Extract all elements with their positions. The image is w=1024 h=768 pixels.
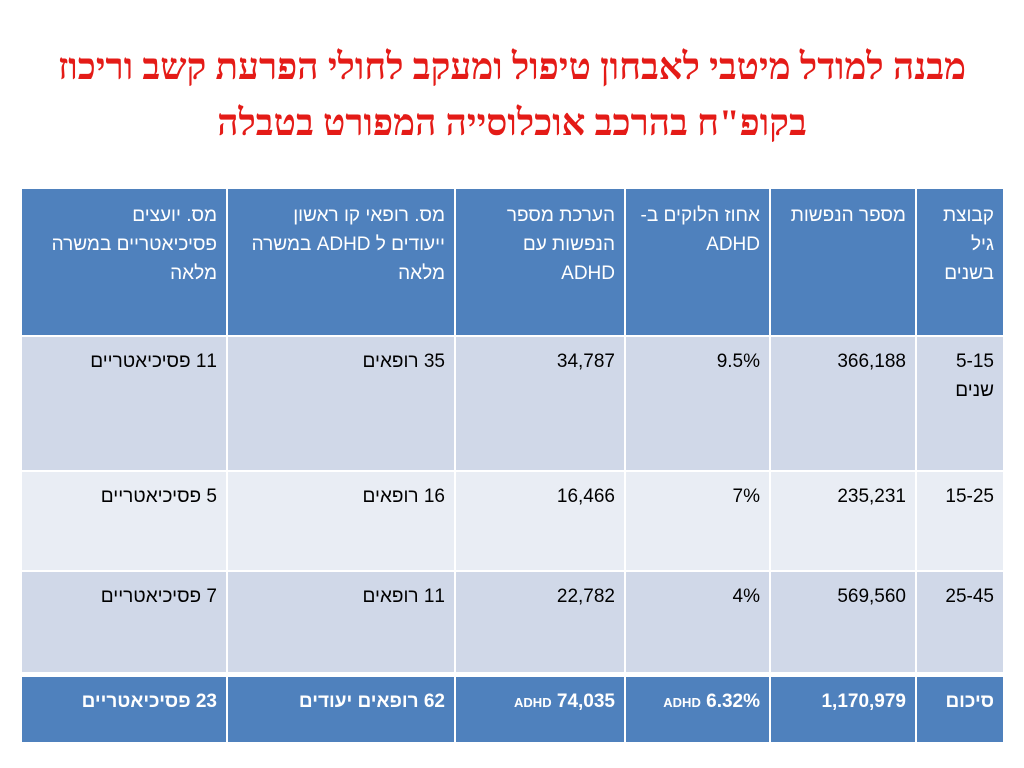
table-row: 15-25 235,231 7% 16,466 16 רופאים 5 פסיכ… bbox=[20, 470, 1005, 572]
total-percent-wrap: ADHD 6.32% bbox=[663, 687, 760, 717]
cell-percent: 7% bbox=[624, 470, 771, 572]
total-percent: ADHD 6.32% bbox=[624, 672, 771, 744]
total-label: סיכום bbox=[915, 672, 1005, 744]
total-estimate: ADHD 74,035 bbox=[454, 672, 626, 744]
cell-psychiatrists: 11 פסיכיאטריים bbox=[20, 335, 228, 472]
total-estimate-wrap: ADHD 74,035 bbox=[514, 687, 615, 717]
adhd-population-table: קבוצת גיל בשנים מספר הנפשות אחוז הלוקים … bbox=[20, 187, 1005, 744]
cell-percent: 9.5% bbox=[624, 335, 771, 472]
cell-estimate: 34,787 bbox=[454, 335, 626, 472]
cell-population: 235,231 bbox=[769, 470, 917, 572]
cell-percent-value: 7% bbox=[732, 486, 760, 507]
cell-age: 15-25 bbox=[915, 470, 1005, 572]
header-psychiatrists: מס. יועצים פסיכיאטריים במשרה מלאה bbox=[20, 187, 228, 337]
cell-estimate: 22,782 bbox=[454, 570, 626, 676]
cell-age: 25-45 bbox=[915, 570, 1005, 676]
cell-percent: 4% bbox=[624, 570, 771, 676]
header-population: מספר הנפשות bbox=[769, 187, 917, 337]
header-adhd-estimate: הערכת מספר הנפשות עם ADHD bbox=[454, 187, 626, 337]
total-psychiatrists: 23 פסיכיאטריים bbox=[20, 672, 228, 744]
slide-title: מבנה למודל מיטבי לאבחון טיפול ומעקב לחול… bbox=[57, 47, 967, 144]
total-estimate-suffix: ADHD bbox=[514, 695, 552, 710]
cell-percent-value: 4% bbox=[732, 586, 760, 607]
cell-psychiatrists: 5 פסיכיאטריים bbox=[20, 470, 228, 572]
table-row: 25-45 569,560 4% 22,782 11 רופאים 7 פסיכ… bbox=[20, 570, 1005, 676]
cell-doctors: 11 רופאים bbox=[226, 570, 456, 676]
header-age-group: קבוצת גיל בשנים bbox=[915, 187, 1005, 337]
total-estimate-value: 74,035 bbox=[556, 691, 615, 712]
cell-doctors: 35 רופאים bbox=[226, 335, 456, 472]
cell-population: 366,188 bbox=[769, 335, 917, 472]
cell-population: 569,560 bbox=[769, 570, 917, 676]
table-header-row: קבוצת גיל בשנים מספר הנפשות אחוז הלוקים … bbox=[20, 187, 1005, 337]
table-row: 5-15 שנים 366,188 9.5% 34,787 35 רופאים … bbox=[20, 335, 1005, 472]
total-percent-suffix: ADHD bbox=[663, 695, 701, 710]
header-doctors: מס. רופאי קו ראשון ייעודים ל ADHD במשרה … bbox=[226, 187, 456, 337]
cell-estimate: 16,466 bbox=[454, 470, 626, 572]
total-population: 1,170,979 bbox=[769, 672, 917, 744]
total-percent-value: 6.32% bbox=[706, 691, 760, 712]
cell-doctors: 16 רופאים bbox=[226, 470, 456, 572]
header-adhd-percent: אחוז הלוקים ב- ADHD bbox=[624, 187, 771, 337]
table-total-row: סיכום 1,170,979 ADHD 6.32% ADHD 74,035 6… bbox=[20, 672, 1005, 744]
cell-percent-value: 9.5% bbox=[716, 351, 760, 372]
total-doctors: 62 רופאים יעודים bbox=[226, 672, 456, 744]
cell-psychiatrists: 7 פסיכיאטריים bbox=[20, 570, 228, 676]
cell-age: 5-15 שנים bbox=[915, 335, 1005, 472]
